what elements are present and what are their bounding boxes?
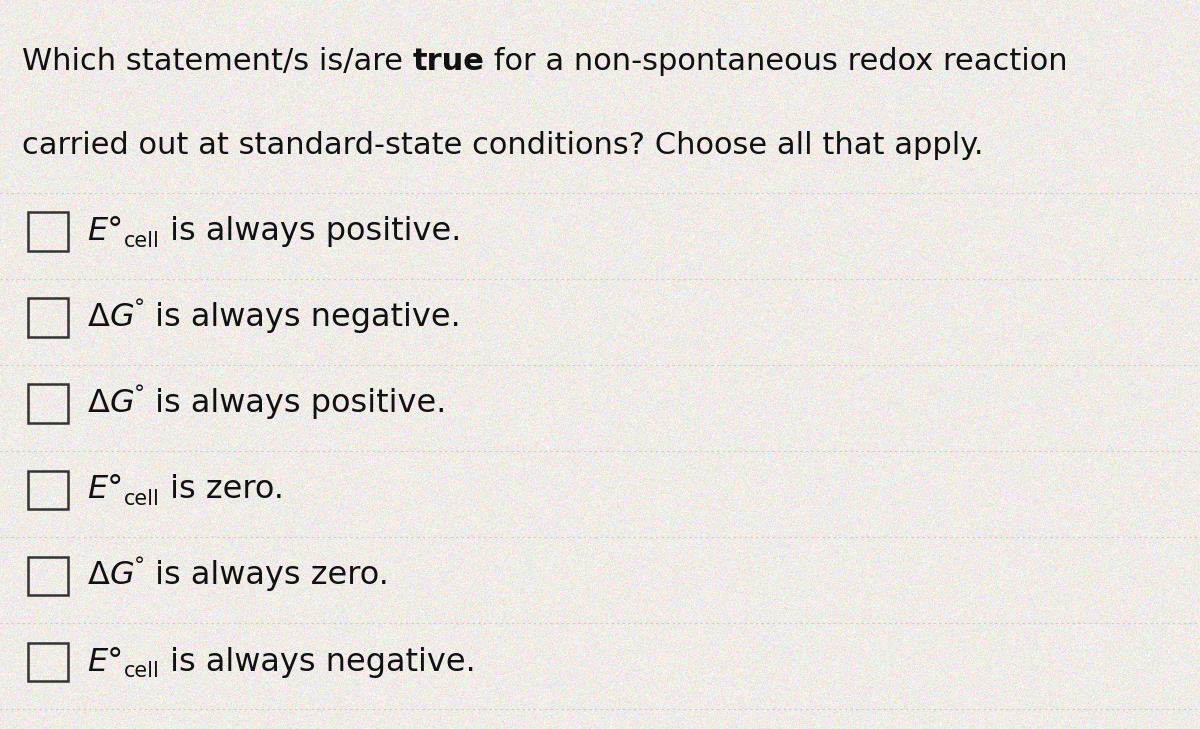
Text: is always positive.: is always positive. [145, 389, 446, 419]
Text: is always positive.: is always positive. [160, 217, 461, 247]
Text: for a non-spontaneous redox reaction: for a non-spontaneous redox reaction [485, 47, 1068, 77]
Text: is always negative.: is always negative. [160, 647, 475, 677]
Text: cell: cell [124, 230, 160, 251]
Text: °: ° [134, 383, 145, 404]
Text: is always zero.: is always zero. [145, 561, 389, 591]
Text: E°: E° [88, 647, 124, 677]
Text: true: true [413, 47, 485, 77]
Text: E°: E° [88, 217, 124, 247]
Text: E°: E° [88, 475, 124, 505]
Text: G: G [109, 303, 134, 333]
Text: Which statement/s is/are: Which statement/s is/are [22, 47, 413, 77]
Text: carried out at standard-state conditions? Choose all that apply.: carried out at standard-state conditions… [22, 131, 983, 160]
Text: G: G [109, 389, 134, 419]
Text: Δ: Δ [88, 389, 109, 419]
Text: Δ: Δ [88, 303, 109, 333]
Text: G: G [109, 561, 134, 591]
Text: is always negative.: is always negative. [145, 303, 461, 333]
Text: Δ: Δ [88, 561, 109, 591]
Text: °: ° [134, 297, 145, 318]
Text: °: ° [134, 555, 145, 576]
Text: cell: cell [124, 660, 160, 681]
Text: is zero.: is zero. [160, 475, 283, 505]
Text: cell: cell [124, 488, 160, 509]
